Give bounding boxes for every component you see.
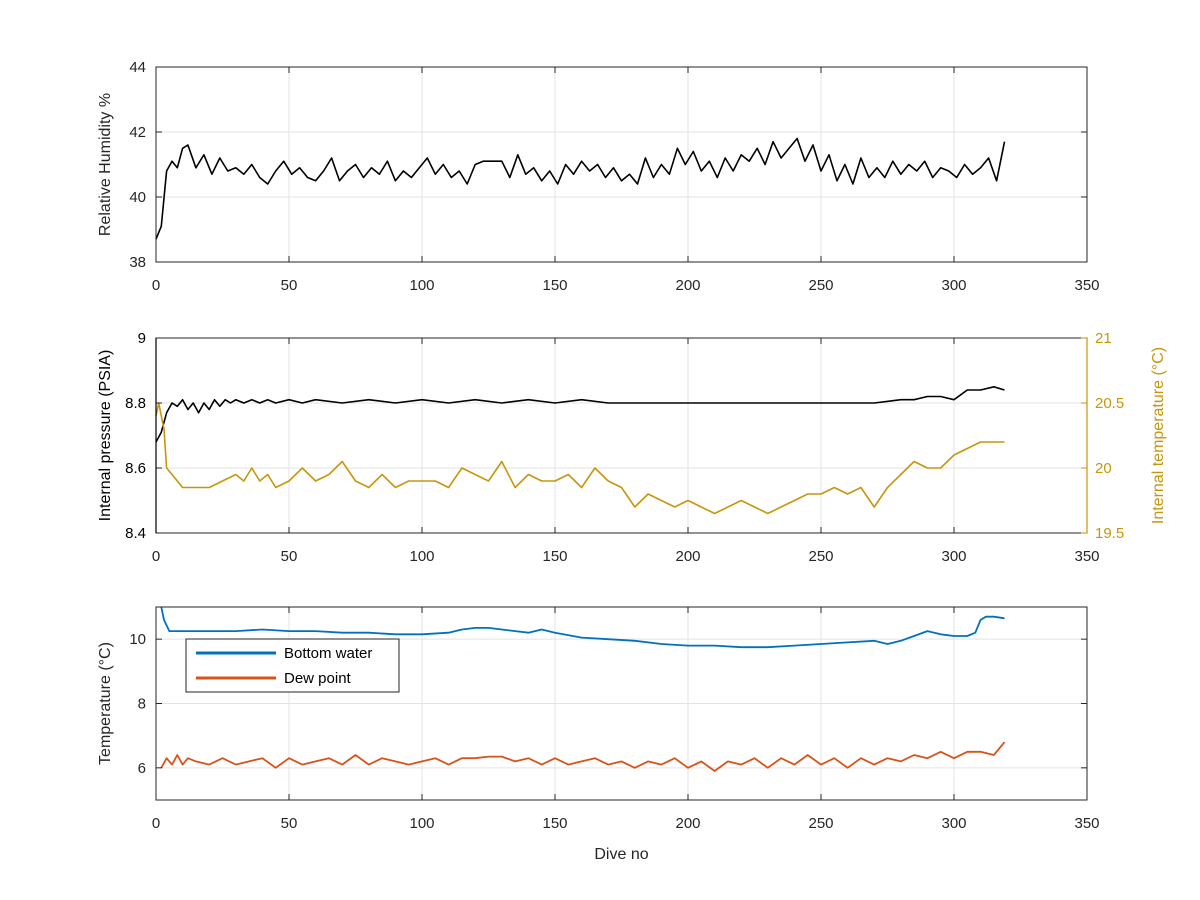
x-tick-label: 200 [675, 548, 700, 565]
y2-tick-label: 21 [1095, 330, 1112, 347]
y-tick-label: 8.4 [125, 525, 146, 542]
x-tick-label: 50 [281, 815, 298, 832]
y-tick-label: 10 [129, 631, 146, 648]
plot-area [156, 338, 1087, 533]
y-tick-label: 8.8 [125, 395, 146, 412]
x-tick-label: 150 [542, 548, 567, 565]
y2-tick-label: 20 [1095, 460, 1112, 477]
x-tick-label: 300 [941, 815, 966, 832]
x-tick-label: 350 [1074, 277, 1099, 294]
subplot-3: 0 50 100 150 200 250 300 350 6 8 10 Temperature (°C… [97, 606, 1100, 863]
y-tick-label: 6 [138, 760, 146, 777]
y-tick-label: 44 [129, 59, 146, 76]
plot-area [156, 67, 1087, 262]
x-tick-label: 250 [808, 277, 833, 294]
x-tick-label: 300 [941, 548, 966, 565]
legend-entry: Bottom water [284, 645, 372, 662]
y2-axis-label: Internal temperature (°C) [1150, 347, 1167, 524]
x-tick-label: 50 [281, 548, 298, 565]
legend-entry: Dew point [284, 670, 352, 687]
legend-box [185, 638, 400, 693]
x-tick-label: 0 [152, 277, 160, 294]
y-tick-label: 8.6 [125, 460, 146, 477]
x-tick-label: 250 [808, 815, 833, 832]
y-axis-label: Temperature (°C) [97, 642, 114, 765]
x-tick-label: 50 [281, 277, 298, 294]
x-tick-label: 200 [675, 815, 700, 832]
y2-tick-label: 20.5 [1095, 395, 1124, 412]
legend: Bottom water Dew point [185, 638, 400, 693]
y2-tick-label: 19.5 [1095, 525, 1124, 542]
series-line-1-1 [155, 137, 1006, 240]
series-line-2-1 [155, 385, 1005, 443]
series-line-bottom-water [160, 606, 1005, 649]
x-tick-label: 350 [1074, 548, 1099, 565]
x-tick-label: 250 [808, 548, 833, 565]
y-tick-label: 9 [138, 330, 146, 347]
x-tick-label: 100 [409, 548, 434, 565]
y-axis-label: Relative Humidity % [97, 93, 114, 236]
axes-box [155, 66, 1088, 263]
x-tick-label: 150 [542, 815, 567, 832]
x-tick-label: 0 [152, 548, 160, 565]
series-line-2-2 [155, 402, 1005, 515]
subplot-2: 0 50 100 150 200 250 300 350 8.4 8.6 8.8 9 19.5 20 20.… [97, 330, 1167, 565]
x-axis-label: Dive no [594, 846, 648, 863]
x-tick-label: 100 [409, 815, 434, 832]
y-tick-label: 8 [138, 696, 146, 713]
y-axis-label: Internal pressure (PSIA) [97, 350, 114, 522]
x-tick-label: 350 [1074, 815, 1099, 832]
y-tick-label: 42 [129, 124, 146, 141]
x-tick-label: 300 [941, 277, 966, 294]
x-tick-label: 200 [675, 277, 700, 294]
y-tick-label: 38 [129, 254, 146, 271]
y-tick-label: 40 [129, 189, 146, 206]
subplot-1: 0 50 100 150 200 250 300 350 38 40 42 44 Relative Hu… [97, 59, 1100, 294]
x-tick-label: 150 [542, 277, 567, 294]
series-line-dew-point [160, 741, 1006, 772]
x-tick-label: 0 [152, 815, 160, 832]
x-tick-label: 100 [409, 277, 434, 294]
